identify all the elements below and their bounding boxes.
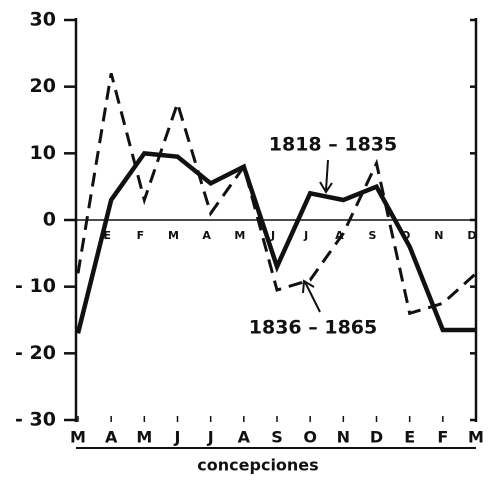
inner-tick-label: S (369, 229, 377, 242)
y-tick-label: 20 (30, 75, 56, 97)
inner-tick-label: F (137, 229, 145, 242)
x-axis-label: concepciones (197, 456, 318, 475)
inner-tick-label: D (467, 229, 476, 242)
y-tick-label: 0 (43, 209, 56, 231)
inner-tick-label: A (202, 229, 211, 242)
x-tick-label: M (468, 428, 484, 447)
series-line (76, 72, 478, 316)
x-tick-label: F (437, 428, 448, 447)
x-tick-label: J (174, 428, 181, 447)
inner-tick-label: J (270, 229, 275, 242)
inner-tick-label: N (434, 229, 443, 242)
x-tick-label: O (303, 428, 317, 447)
annotation: 1836 – 1865 (249, 317, 378, 339)
inner-tick-label: E (103, 229, 111, 242)
y-tick-label: 30 (30, 9, 56, 31)
inner-tick-label: M (168, 229, 179, 242)
x-tick-label: N (337, 428, 350, 447)
inner-tick-label: M (234, 229, 245, 242)
x-tick-label: M (136, 428, 152, 447)
y-tick-label: - 20 (15, 342, 56, 364)
y-tick-label: - 10 (15, 275, 56, 297)
x-tick-label: A (105, 428, 118, 447)
x-tick-label: S (271, 428, 283, 447)
x-tick-label: J (207, 428, 214, 447)
inner-tick-label: J (303, 229, 308, 242)
x-tick-label: M (70, 428, 86, 447)
inner-tick-label: A (335, 229, 344, 242)
y-tick-label: - 30 (15, 409, 56, 431)
series-line (75, 150, 476, 334)
annotation: 1818 – 1835 (269, 134, 398, 156)
x-tick-label: A (238, 428, 251, 447)
y-tick-label: 10 (30, 142, 56, 164)
arrow (302, 279, 321, 313)
x-tick-label: D (370, 428, 383, 447)
x-tick-label: E (404, 428, 415, 447)
arrow (319, 159, 333, 194)
